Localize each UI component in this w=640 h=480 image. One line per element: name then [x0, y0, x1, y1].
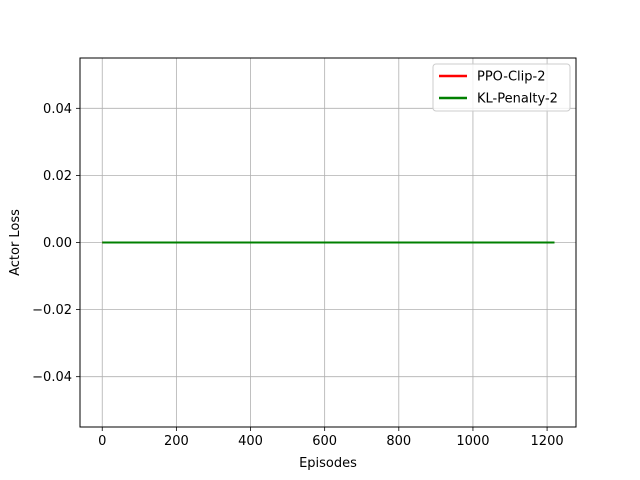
legend-box — [432, 63, 571, 112]
x-tick-label: 800 — [386, 434, 411, 449]
x-tick-label: 400 — [238, 434, 263, 449]
x-tick-label: 1000 — [456, 434, 489, 449]
y-tick-label: −0.02 — [32, 303, 72, 318]
legend: PPO-Clip-2 KL-Penalty-2 — [432, 63, 571, 112]
y-tick-label: 0.00 — [43, 236, 72, 251]
x-tick-label: 200 — [164, 434, 189, 449]
y-tick-label: 0.04 — [43, 102, 72, 117]
x-axis-label: Episodes — [299, 456, 357, 471]
legend-label-kl-penalty-2: KL-Penalty-2 — [477, 92, 558, 107]
y-tick-label: 0.02 — [43, 169, 72, 184]
y-tick-label: −0.04 — [32, 370, 72, 385]
y-axis-label: Actor Loss — [8, 209, 23, 276]
x-tick-label: 1200 — [531, 434, 564, 449]
ticks: 0 200 400 600 800 1000 1200 −0.04 −0.02 0.00 0.02 0… — [32, 102, 563, 449]
legend-label-ppo-clip-2: PPO-Clip-2 — [477, 70, 545, 85]
x-tick-label: 0 — [98, 434, 106, 449]
x-tick-label: 600 — [312, 434, 337, 449]
